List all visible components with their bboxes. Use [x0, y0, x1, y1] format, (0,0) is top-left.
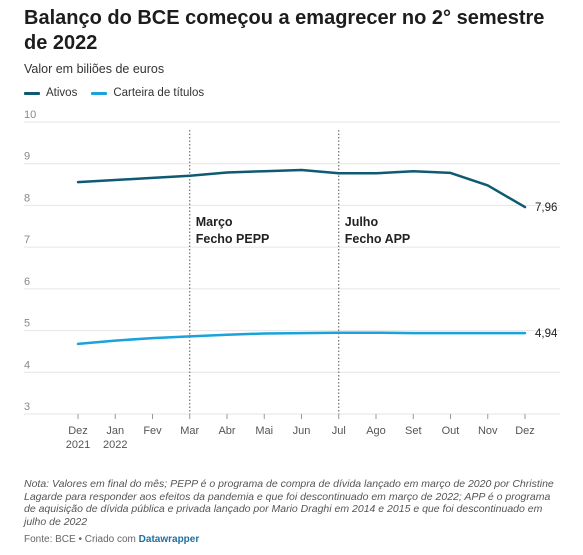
- legend-item-carteira: Carteira de títulos: [91, 87, 204, 99]
- legend-label-carteira: Carteira de títulos: [113, 87, 205, 99]
- y-tick-label-8: 8: [24, 192, 30, 204]
- x-tick-label-6: Jun: [293, 425, 311, 437]
- annotation-label-1-0: Julho: [345, 215, 379, 229]
- legend-item-ativos: Ativos: [24, 87, 77, 99]
- x-tick-label-0: Dez: [68, 425, 88, 437]
- y-tick-label-9: 9: [24, 151, 30, 163]
- source-text: Fonte: BCE • Criado com: [24, 534, 139, 545]
- y-tick-label-7: 7: [24, 234, 30, 246]
- annotation-label-0-1: Fecho PEPP: [196, 232, 270, 246]
- x-tick-label-2: Fev: [143, 425, 162, 437]
- y-tick-label-4: 4: [24, 359, 30, 371]
- y-tick-label-10: 10: [24, 109, 36, 121]
- series-end-label-0: 7,96: [535, 202, 557, 214]
- x-tick-label-3: Mar: [180, 425, 199, 437]
- y-tick-label-3: 3: [24, 401, 30, 413]
- x-tick-label-8: Ago: [366, 425, 386, 437]
- legend-swatch-ativos: [24, 91, 40, 95]
- annotation-label-1-1: Fecho APP: [345, 232, 411, 246]
- x-tick-label-11: Nov: [478, 425, 498, 437]
- chart-legend: Ativos Carteira de títulos: [24, 87, 218, 99]
- chart-note: Nota: Valores em final do mês; PEPP é o …: [24, 478, 554, 528]
- chart-subtitle: Valor em biliões de euros: [24, 62, 165, 76]
- legend-label-ativos: Ativos: [46, 87, 78, 99]
- x-tick-label-12: Dez: [515, 425, 535, 437]
- datawrapper-link[interactable]: Datawrapper: [138, 534, 200, 545]
- y-tick-label-6: 6: [24, 276, 30, 288]
- x-tick-label-9: Set: [405, 425, 422, 437]
- x-tick-label-4: Abr: [218, 425, 235, 437]
- x-tick-label-10: Out: [442, 425, 460, 437]
- x-tick-label-5: Mai: [255, 425, 273, 437]
- chart-source: Fonte: BCE • Criado com Datawrapper: [24, 534, 199, 545]
- x-tick-year-label-1: 2022: [103, 439, 127, 451]
- series-end-label-1: 4,94: [535, 328, 558, 340]
- annotation-label-0-0: Março: [196, 215, 233, 229]
- x-tick-label-7: Jul: [332, 425, 346, 437]
- series-line-1: [76, 331, 527, 346]
- y-tick-label-5: 5: [24, 318, 30, 330]
- line-chart: 3 4 5 6 7 8 9 10 Dez 2021 Jan 2022 Fev Mar Abr Mai Jun Ju…: [24, 109, 560, 451]
- x-tick-label-1: Jan: [106, 425, 124, 437]
- series-line-0: [76, 168, 527, 209]
- chart-title: Balanço do BCE começou a emagrecer no 2°…: [24, 7, 545, 54]
- x-tick-year-label-0: 2021: [66, 439, 90, 451]
- legend-swatch-carteira: [91, 91, 108, 95]
